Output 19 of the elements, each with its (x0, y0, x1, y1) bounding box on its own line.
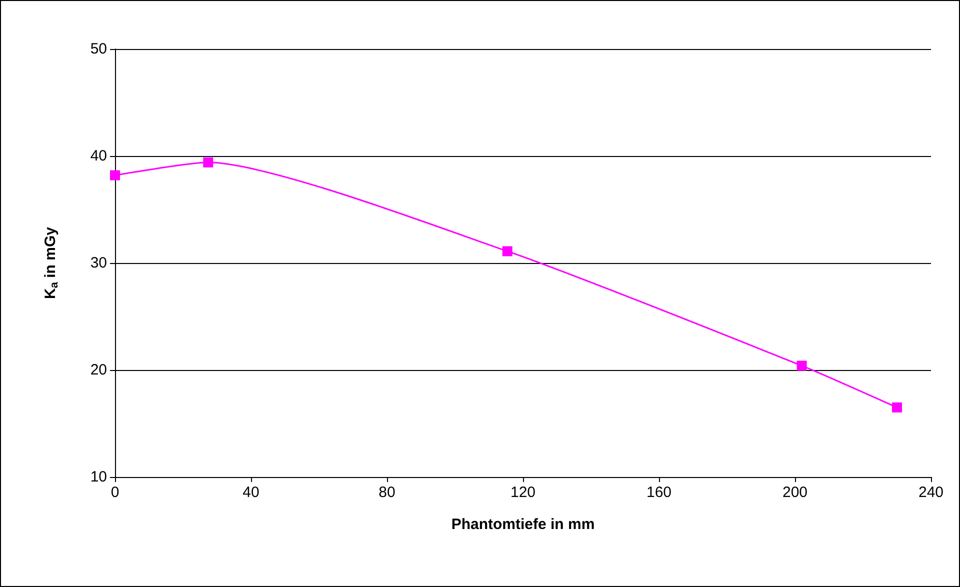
y-tick-label: 40 (90, 148, 107, 164)
point (892, 402, 902, 412)
y-axis-title: Ka in mGy (42, 226, 60, 299)
x-axis-title: Phantomtiefe in mm (451, 516, 595, 533)
x-tick-label: 240 (918, 484, 944, 501)
x-tick-label: 40 (242, 484, 260, 501)
x-tick-label: 0 (110, 484, 120, 501)
point (796, 360, 807, 371)
x-tick-label: 200 (782, 484, 808, 501)
y-tick-label: 50 (90, 40, 107, 58)
point (110, 170, 120, 180)
point (502, 246, 512, 256)
y-tick-label: 10 (90, 468, 107, 486)
x-tick-label: 80 (378, 484, 396, 501)
y-tick-label: 20 (90, 362, 107, 378)
x-tick-label: 120 (510, 484, 536, 501)
y-tick-label: 30 (90, 254, 107, 272)
point (203, 157, 214, 168)
x-tick-label: 160 (646, 484, 672, 501)
